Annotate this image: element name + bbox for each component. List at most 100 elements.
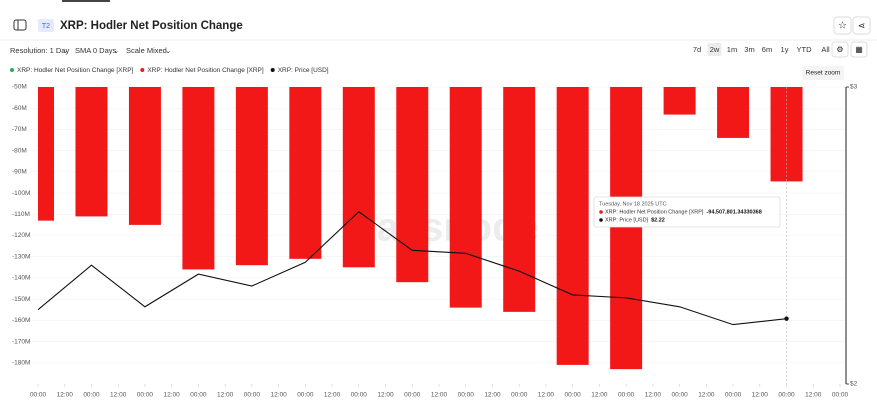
chart-title: XRP: Hodler Net Position Change [60, 20, 243, 32]
bar [75, 87, 108, 217]
scale-dropdown[interactable]: Scale Mixed [126, 46, 167, 55]
x-tick-label: 12:00 [805, 392, 822, 399]
x-tick-label: 00:00 [190, 392, 207, 399]
tooltip-date: Tuesday, Nov 18 2025 UTC [599, 201, 667, 207]
reset-zoom-label[interactable]: Reset zoom [806, 70, 841, 77]
y-tick-label: -70M [12, 126, 27, 133]
tooltip-marker [599, 210, 603, 214]
svg-text:⚙: ⚙ [836, 45, 843, 54]
y-tick-label: -80M [12, 147, 27, 154]
price-line [38, 211, 787, 326]
range-button[interactable]: 7d [693, 45, 701, 54]
tooltip [593, 196, 781, 228]
range-button[interactable]: 6m [762, 45, 772, 54]
x-tick-label: 00:00 [618, 392, 635, 399]
x-tick-label: 12:00 [217, 392, 234, 399]
legend-marker [140, 68, 145, 72]
svg-text:⋖: ⋖ [858, 20, 866, 30]
reset-zoom-button[interactable]: Reset zoom [802, 66, 844, 80]
y-tick-label: -100M [12, 190, 30, 197]
x-tick-label: 12:00 [698, 392, 715, 399]
y2-tick-label: $2 [850, 381, 858, 388]
x-tick-label: 00:00 [725, 392, 742, 399]
x-tick-label: 12:00 [57, 392, 74, 399]
bar [182, 87, 215, 270]
legend: XRP: Hodler Net Position Change [XRP] XRP… [10, 67, 329, 74]
bar [235, 87, 268, 266]
svg-text:▦: ▦ [855, 45, 863, 54]
resolution-dropdown[interactable]: Resolution: 1 Day [10, 46, 69, 55]
x-tick-label: 12:00 [431, 392, 448, 399]
range-button[interactable]: 1y [781, 45, 789, 54]
x-tick-label: 00:00 [832, 392, 849, 399]
x-tick-label: 12:00 [752, 392, 769, 399]
x-tick-label: 12:00 [484, 392, 501, 399]
x-tick-label: 00:00 [671, 392, 688, 399]
bar [663, 87, 696, 115]
y-tick-label: -120M [12, 232, 30, 239]
chevron: ⌄ [165, 46, 171, 55]
share-button[interactable]: ⋖ [852, 16, 871, 35]
y-tick-label: -170M [12, 338, 30, 345]
chart: glassnode-50M-60M-70M-80M-90M-100M-110M-… [12, 84, 858, 399]
legend-marker [270, 68, 275, 72]
y-tick-label: -180M [12, 360, 30, 367]
chevron: ⌄ [113, 46, 119, 55]
bar [128, 87, 161, 225]
range-button[interactable]: 2w [710, 45, 720, 54]
bar [342, 87, 375, 268]
x-tick-label: 00:00 [297, 392, 314, 399]
range-button[interactable]: YTD [797, 45, 813, 54]
bar [289, 87, 322, 259]
legend-label[interactable]: XRP: Price [USD] [278, 67, 329, 74]
y-tick-label: -130M [12, 253, 30, 260]
favorite-button[interactable]: ☆ [833, 16, 852, 35]
y-tick-label: -160M [12, 317, 30, 324]
range-buttons: 7d 2w 1m 3m 6m 1y YTD All [693, 43, 830, 56]
bar [556, 87, 589, 365]
bar [396, 87, 429, 283]
x-tick-label: 00:00 [404, 392, 421, 399]
bar [503, 87, 536, 312]
tooltip-value: -94,507,801.34330368 [706, 209, 761, 215]
x-tick-label: 00:00 [351, 392, 368, 399]
x-tick-label: 00:00 [244, 392, 261, 399]
badge-bg [38, 19, 54, 32]
y-tick-label: -150M [12, 296, 30, 303]
x-tick-label: 12:00 [377, 392, 394, 399]
sidebar-toggle[interactable] [13, 19, 27, 31]
legend-label[interactable]: XRP: Hodler Net Position Change [XRP] [17, 67, 134, 74]
svg-text:☆: ☆ [838, 21, 847, 32]
tooltip-marker [599, 218, 603, 222]
x-tick-label: 00:00 [565, 392, 582, 399]
sma-dropdown[interactable]: SMA 0 Days [75, 46, 117, 55]
x-tick-label: 00:00 [458, 392, 475, 399]
hover-point [784, 316, 789, 321]
x-tick-label: 00:00 [30, 392, 47, 399]
y-tick-label: -60M [12, 105, 27, 112]
x-tick-label: 12:00 [270, 392, 287, 399]
range-button[interactable]: 1m [727, 45, 737, 54]
y-tick-label: -90M [12, 169, 27, 176]
settings-button[interactable]: ⚙ [831, 41, 849, 58]
x-tick-label: 00:00 [778, 392, 795, 399]
y2-tick-label: $3 [850, 84, 858, 91]
legend-marker [10, 68, 14, 72]
legend-label[interactable]: XRP: Hodler Net Position Change [XRP] [147, 67, 264, 74]
y-tick-label: -50M [12, 84, 27, 91]
tab-indicator [62, 0, 110, 2]
bar [449, 87, 482, 308]
x-tick-label: 00:00 [511, 392, 528, 399]
range-active-bg [707, 43, 722, 56]
tooltip-value: $2.22 [651, 217, 665, 223]
x-tick-label: 12:00 [538, 392, 555, 399]
bar [717, 87, 750, 138]
range-button[interactable]: All [821, 45, 830, 54]
plot-area [38, 87, 803, 370]
range-button[interactable]: 3m [744, 45, 754, 54]
x-tick-label: 00:00 [83, 392, 100, 399]
calendar-button[interactable]: ▦ [850, 41, 868, 58]
bar [38, 87, 54, 221]
badge: T2 [42, 23, 50, 30]
